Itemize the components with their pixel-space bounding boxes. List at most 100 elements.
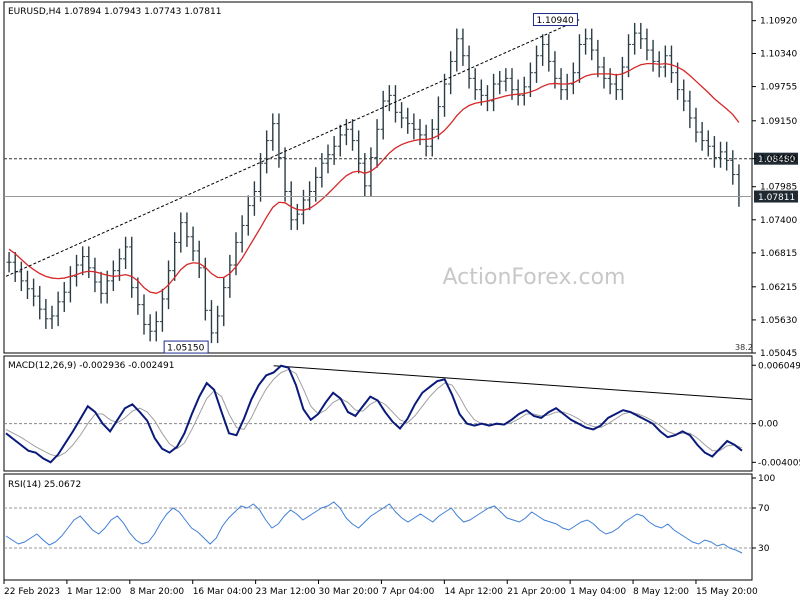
price-bar [172,232,178,281]
swing-high-label: 1.10940 [536,16,573,26]
x-tick-label: 22 Feb 2023 [4,587,60,597]
swing-low-box [163,340,209,354]
price-bar [478,79,484,106]
price-bar [264,130,270,174]
swing-low-label: 1.05150 [167,344,204,354]
price-panel-frame [3,1,753,354]
price-bar [276,113,282,168]
price-bar [662,45,668,78]
price-bar [215,305,221,344]
price-bar [18,261,24,292]
price-bar [693,107,699,143]
macd-trend-line [273,365,753,401]
price-bar [521,76,527,106]
price-bar [718,141,724,168]
price-bar [49,305,55,329]
price-bar [724,141,730,171]
price-bar [699,121,705,151]
price-bar [104,270,110,304]
price-level-badge [754,152,798,165]
price-bar [681,79,687,112]
price-bar [466,45,472,89]
x-tick-label: 8 May 12:00 [633,587,689,597]
price-bar [472,68,478,100]
price-tick-label: 1.07985 [760,183,797,193]
price-bar [386,85,392,112]
price-bar [92,257,98,293]
price-bar [159,288,165,332]
price-bar [491,73,497,112]
price-bar [589,28,595,61]
price-bar [325,144,331,174]
price-bar [576,34,582,83]
price-tick-label: 1.06815 [760,249,797,259]
price-bar [411,113,417,140]
price-bar [454,28,460,72]
price-bar [613,73,619,100]
macd-main-line [5,364,743,464]
x-tick-label: 1 Mar 12:00 [67,587,122,597]
price-bar [497,71,503,95]
price-bar [147,314,153,342]
price-bar [552,51,558,89]
price-bar [24,270,30,299]
x-tick-label: 30 Mar 20:00 [319,587,379,597]
price-tick-label: 1.09150 [760,117,797,127]
price-level-label: 1.08480 [758,155,795,165]
price-bar [313,167,319,202]
price-bar [337,124,343,157]
price-bar [448,51,454,95]
rsi-header: RSI(14) 25.0672 [8,480,81,490]
x-tick-label: 23 Mar 12:00 [256,587,316,597]
price-bar [282,147,288,202]
watermark: ActionForex.com [443,265,626,290]
price-bar [601,56,607,89]
price-bar [650,39,656,72]
price-bar [343,119,349,146]
price-tick-label: 1.06215 [760,283,797,293]
x-tick-label: 7 Apr 04:00 [381,587,434,597]
x-tick-label: 8 Mar 20:00 [130,587,185,597]
x-tick-label: 14 Apr 12:00 [444,587,503,597]
price-bar [638,22,644,49]
price-header: EURUSD,H4 1.07894 1.07943 1.07743 1.0781… [8,7,221,17]
price-bar [288,181,294,230]
price-bar [374,119,380,168]
price-bar [178,212,184,253]
price-bar [239,215,245,253]
x-tick-label: 1 May 04:00 [570,587,626,597]
price-bar [196,240,202,279]
macd-panel-frame [3,355,753,472]
price-bar [123,236,129,269]
price-tick-label: 1.10340 [760,49,797,59]
price-bar [405,107,411,134]
macd-tick-label: 0.006049 [758,361,800,371]
macd-tick-label: -0.004005 [758,458,800,468]
price-bar [208,300,214,344]
price-bar [74,254,80,287]
price-bar [270,113,276,151]
price-bar [546,34,552,72]
price-tick-label: 1.07400 [760,216,797,226]
price-bar [380,90,386,140]
price-bar [141,294,147,335]
x-tick-label: 16 Mar 04:00 [193,587,253,597]
price-bar [423,124,429,157]
price-tick-label: 1.05630 [760,316,797,326]
price-bar [350,119,356,151]
price-bar [570,62,576,95]
macd-signal-line [5,369,743,458]
price-bar [632,22,638,55]
price-bar [6,252,12,273]
price-bar [80,246,86,276]
price-tick-label: 1.08480 [760,155,797,165]
price-bar [233,232,239,276]
fibonacci-label: 38.2 [735,343,753,352]
moving-average-line [8,63,740,294]
price-bar [221,277,227,327]
price-bar [356,130,362,174]
price-bar [460,28,466,66]
price-bar [294,203,300,230]
